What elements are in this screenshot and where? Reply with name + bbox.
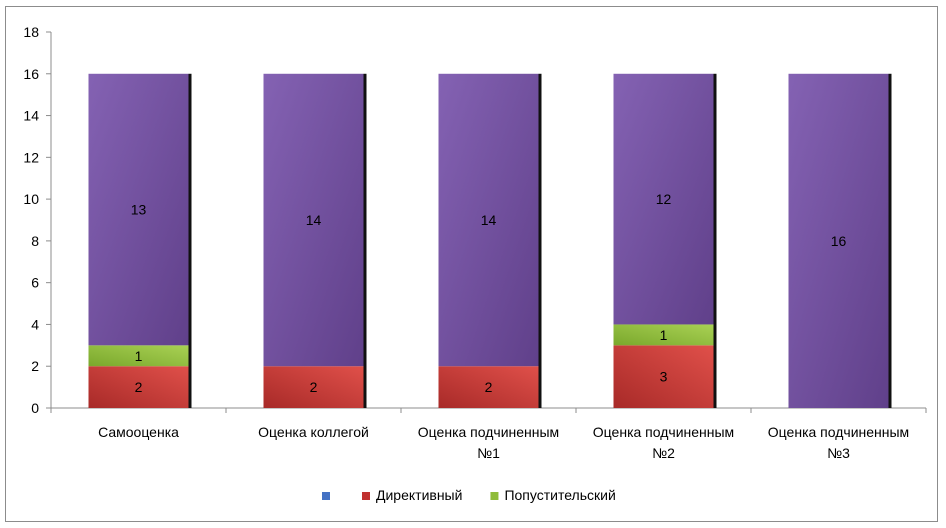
- y-tick-label: 16: [23, 66, 39, 82]
- y-tick-label: 2: [31, 358, 39, 374]
- bar-segment: [263, 366, 364, 408]
- data-label: 1: [135, 348, 143, 364]
- legend-swatch: [322, 492, 330, 500]
- bar-shadow: [888, 73, 892, 409]
- x-tick-labels: Самооценка Оценка коллегой Оценка подчинен…: [98, 424, 909, 461]
- data-label: 2: [485, 379, 493, 395]
- bar-shadow: [538, 73, 542, 409]
- data-label: 2: [135, 379, 143, 395]
- data-labels: 2 1 13 2 14 2 14 3 1 12 16: [131, 191, 847, 395]
- y-tick-label: 10: [23, 191, 39, 207]
- data-label: 12: [656, 191, 672, 207]
- data-label: 14: [481, 212, 497, 228]
- y-tick-label: 12: [23, 149, 39, 165]
- bar-shadow: [713, 73, 717, 409]
- bar-segment: [613, 324, 714, 346]
- bars: [88, 73, 892, 409]
- data-label: 14: [306, 212, 322, 228]
- y-tick-label: 4: [31, 316, 39, 332]
- y-tick-label: 18: [23, 24, 39, 40]
- x-tick-label: №2: [652, 445, 675, 461]
- bar-segment: [438, 73, 539, 367]
- data-label: 16: [831, 233, 847, 249]
- bar-segment: [613, 345, 714, 408]
- x-tick-label: Самооценка: [98, 424, 179, 440]
- y-tick-label: 6: [31, 275, 39, 291]
- x-tick-label: Оценка подчиненным: [593, 424, 734, 440]
- bar-segment: [438, 366, 539, 408]
- x-tick-label: Оценка подчиненным: [768, 424, 909, 440]
- legend-swatch: [490, 492, 499, 500]
- legend-entry: Попустительский: [504, 487, 615, 503]
- legend-swatch: [362, 492, 370, 500]
- bar-segment: [88, 73, 189, 346]
- bar-shadow: [188, 73, 192, 409]
- x-tick-label: №1: [477, 445, 500, 461]
- x-tick-label: Оценка коллегой: [258, 424, 369, 440]
- data-label: 13: [131, 202, 147, 218]
- bar-shadow: [363, 73, 367, 409]
- legend: Директивный Попустительский: [322, 487, 616, 503]
- bar-segment: [88, 345, 189, 367]
- x-tick-label: Оценка подчиненным: [418, 424, 559, 440]
- bar-segment: [613, 73, 714, 325]
- legend-entry: Директивный: [376, 487, 462, 503]
- bar-segment: [88, 366, 189, 408]
- y-tick-label: 0: [31, 400, 39, 416]
- data-label: 3: [660, 369, 668, 385]
- y-tick-label: 14: [23, 108, 39, 124]
- x-tick-label: №3: [827, 445, 850, 461]
- bar-segment: [788, 73, 889, 409]
- data-label: 2: [310, 379, 318, 395]
- y-tick-label: 8: [31, 233, 39, 249]
- data-label: 1: [660, 327, 668, 343]
- bar-segment: [263, 73, 364, 367]
